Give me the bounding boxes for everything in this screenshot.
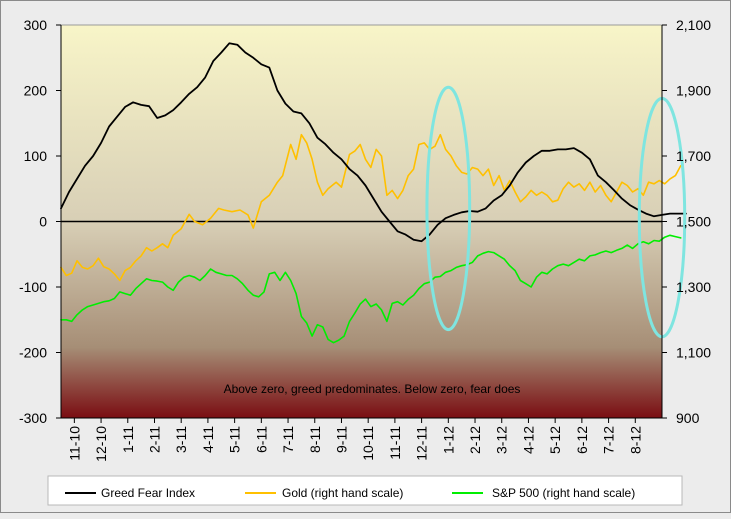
legend-gold-label: Gold (right hand scale) [282,486,403,500]
x-tick-label: 3-11 [173,426,189,453]
x-tick-label: 5-11 [227,426,243,453]
left-tick-label: 200 [24,83,48,99]
x-tick-label: 9-11 [333,426,349,453]
axis-layer: 300 200 100 0 -100 -200 -300 2,100 1,900 1,700 1,5… [19,17,711,462]
left-tick-label: -100 [19,279,47,295]
x-tick-label: 1-12 [440,426,456,454]
right-tick-label: 1,100 [676,345,711,361]
legend-greed-fear-label: Greed Fear Index [101,486,195,500]
x-tick-label: 7-11 [280,426,296,453]
left-tick-label: 300 [24,17,48,33]
x-tick-label: 5-12 [547,426,563,454]
series-layer [60,42,687,344]
legend: Greed Fear Index Gold (right hand scale) S… [65,486,635,500]
right-tick-label: 2,100 [676,17,711,33]
legend-box [47,475,683,506]
x-tick-label: 11-11 [387,426,403,460]
x-tick-label: 4-12 [520,426,536,454]
x-tick-label: 4-11 [200,426,216,453]
right-tick-label: 900 [676,410,700,426]
left-tick-label: 0 [39,214,47,230]
x-tick-label: 8-12 [627,426,643,454]
right-tick-label: 1,300 [676,279,711,295]
left-tick-label: -300 [19,410,47,426]
x-tick-label: 6-11 [253,426,269,453]
gold-line [60,133,682,282]
x-tick-label: 1-11 [120,426,136,453]
x-tick-label: 11-10 [66,426,82,461]
x-tick-label: 2-12 [467,426,483,454]
sp500-line [60,234,682,344]
right-tick-label: 1,700 [676,148,711,164]
right-tick-label: 1,500 [676,214,711,230]
legend-sp500-label: S&P 500 (right hand scale) [492,486,635,500]
x-tick-label: 8-11 [307,426,323,453]
x-tick-label: 10-11 [360,426,376,461]
x-tick-label: 12-10 [93,426,109,462]
right-tick-label: 1,900 [676,83,711,99]
x-tick-label: 7-12 [601,426,617,454]
left-tick-label: -200 [19,345,47,361]
x-tick-label: 12-11 [414,426,430,461]
chart-annotation: Above zero, greed predominates. Below ze… [224,382,521,396]
greed-fear-line [60,42,687,243]
x-tick-label: 3-12 [494,426,510,454]
highlight-ellipse [425,85,472,332]
x-tick-label: 2-11 [146,426,162,453]
left-tick-label: 100 [24,148,48,164]
x-tick-label: 6-12 [574,426,590,454]
